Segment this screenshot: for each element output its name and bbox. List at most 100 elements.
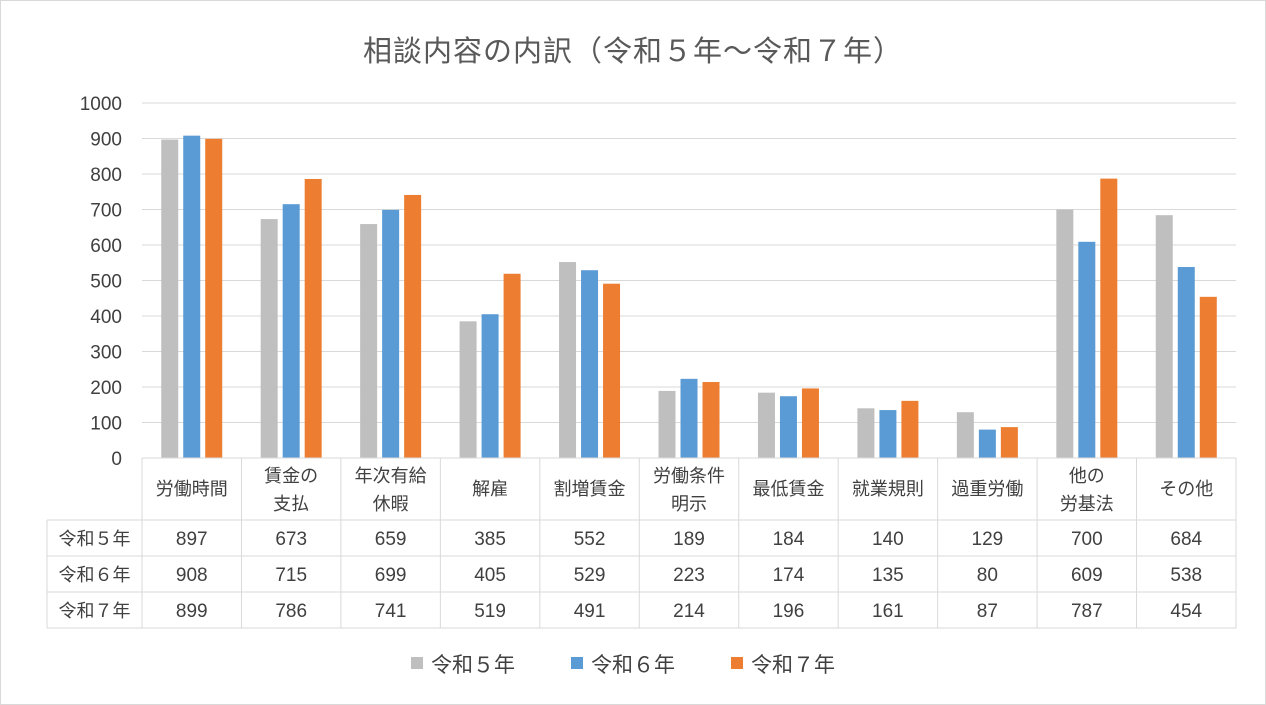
x-tick-label: 労基法 bbox=[1060, 494, 1114, 515]
table-cell: 715 bbox=[275, 565, 307, 586]
bar bbox=[481, 314, 499, 458]
x-tick-label: 最低賃金 bbox=[752, 479, 824, 500]
bar bbox=[956, 412, 974, 458]
bar bbox=[282, 204, 300, 458]
y-tick-label: 900 bbox=[90, 130, 122, 151]
table-cell: 684 bbox=[1170, 529, 1202, 550]
bars bbox=[161, 135, 1217, 459]
table-cell: 196 bbox=[773, 601, 805, 622]
legend-swatch bbox=[411, 657, 423, 669]
x-tick-label: 解雇 bbox=[472, 479, 508, 500]
bar bbox=[581, 270, 599, 458]
table-cell: 184 bbox=[773, 529, 805, 550]
x-tick-label: 年次有給 bbox=[355, 466, 427, 487]
table-cell: 519 bbox=[474, 601, 506, 622]
table-cell: 538 bbox=[1170, 565, 1202, 586]
bar bbox=[559, 262, 577, 458]
table-cell: 897 bbox=[176, 529, 208, 550]
x-tick-label: 労働条件 bbox=[653, 466, 725, 487]
bar bbox=[360, 224, 378, 458]
table-cell: 741 bbox=[375, 601, 407, 622]
bar bbox=[879, 410, 897, 458]
x-tick-label: 支払 bbox=[273, 494, 309, 515]
table-cell: 899 bbox=[176, 601, 208, 622]
bar bbox=[1056, 209, 1074, 458]
bar bbox=[978, 429, 996, 458]
table-cell: 786 bbox=[275, 601, 307, 622]
bar bbox=[1199, 296, 1217, 458]
x-tick-label: 休暇 bbox=[373, 494, 409, 515]
table-cell: 699 bbox=[375, 565, 407, 586]
bar bbox=[757, 392, 775, 458]
bar bbox=[459, 321, 477, 458]
table-cell: 87 bbox=[977, 601, 998, 622]
table-cell: 385 bbox=[474, 529, 506, 550]
bar bbox=[183, 135, 201, 458]
y-tick-label: 0 bbox=[111, 449, 122, 470]
table-cell: 174 bbox=[773, 565, 805, 586]
bar bbox=[801, 388, 819, 458]
x-tick-label: 他の bbox=[1069, 466, 1105, 487]
x-tick-label: その他 bbox=[1159, 479, 1213, 500]
table-cell: 659 bbox=[375, 529, 407, 550]
y-tick-label: 800 bbox=[90, 165, 122, 186]
bar bbox=[404, 194, 422, 458]
bar bbox=[1078, 241, 1096, 458]
bar bbox=[603, 283, 621, 458]
chart-title: 相談内容の内訳（令和５年～令和７年） bbox=[362, 34, 903, 68]
legend-swatch bbox=[731, 657, 743, 669]
table-row-label: 令和７年 bbox=[59, 601, 131, 622]
y-tick-label: 300 bbox=[90, 343, 122, 364]
y-tick-label: 100 bbox=[90, 414, 122, 435]
legend-swatch bbox=[571, 657, 583, 669]
bar bbox=[702, 382, 720, 458]
table-cell: 609 bbox=[1071, 565, 1103, 586]
y-tick-label: 500 bbox=[90, 272, 122, 293]
bar bbox=[857, 408, 875, 458]
legend-label: 令和６年 bbox=[591, 653, 675, 677]
table-cell: 454 bbox=[1170, 601, 1202, 622]
bar bbox=[680, 378, 698, 458]
table-row-label: 令和５年 bbox=[59, 529, 131, 550]
bar bbox=[382, 209, 400, 458]
table-cell: 552 bbox=[574, 529, 606, 550]
bar bbox=[304, 178, 322, 458]
table-cell: 189 bbox=[673, 529, 705, 550]
legend-label: 令和７年 bbox=[751, 653, 835, 677]
bar bbox=[658, 390, 676, 458]
bar bbox=[901, 400, 919, 458]
table-cell: 80 bbox=[977, 565, 998, 586]
table-cell: 673 bbox=[275, 529, 307, 550]
x-tick-label: 明示 bbox=[671, 494, 707, 515]
legend: 令和５年 令和６年 令和７年 bbox=[411, 653, 835, 677]
table-cell: 405 bbox=[474, 565, 506, 586]
bar bbox=[503, 273, 521, 458]
y-tick-label: 400 bbox=[90, 307, 122, 328]
x-tick-label: 労働時間 bbox=[156, 479, 228, 500]
table-cell: 214 bbox=[673, 601, 705, 622]
y-tick-label: 200 bbox=[90, 378, 122, 399]
legend-label: 令和５年 bbox=[431, 653, 515, 677]
y-tick-label: 1000 bbox=[80, 94, 122, 115]
y-tick-label: 600 bbox=[90, 236, 122, 257]
bar bbox=[1177, 267, 1195, 458]
gridlines: 0 100 200 300 400 500 600 700 800 900 1000 bbox=[80, 94, 1236, 470]
table-cell: 700 bbox=[1071, 529, 1103, 550]
x-tick-label: 就業規則 bbox=[852, 479, 924, 500]
x-tick-label: 賃金の bbox=[264, 466, 318, 487]
table-cell: 908 bbox=[176, 565, 208, 586]
table-row-label: 令和６年 bbox=[59, 565, 131, 586]
table-cell: 129 bbox=[972, 529, 1004, 550]
bar bbox=[205, 138, 223, 459]
bar bbox=[161, 139, 179, 458]
bar bbox=[1100, 178, 1118, 459]
table-cell: 140 bbox=[872, 529, 904, 550]
table-cell: 223 bbox=[673, 565, 705, 586]
table-cell: 787 bbox=[1071, 601, 1103, 622]
bar bbox=[1000, 427, 1018, 458]
table-cell: 135 bbox=[872, 565, 904, 586]
table-cell: 491 bbox=[574, 601, 606, 622]
table-cell: 161 bbox=[872, 601, 904, 622]
